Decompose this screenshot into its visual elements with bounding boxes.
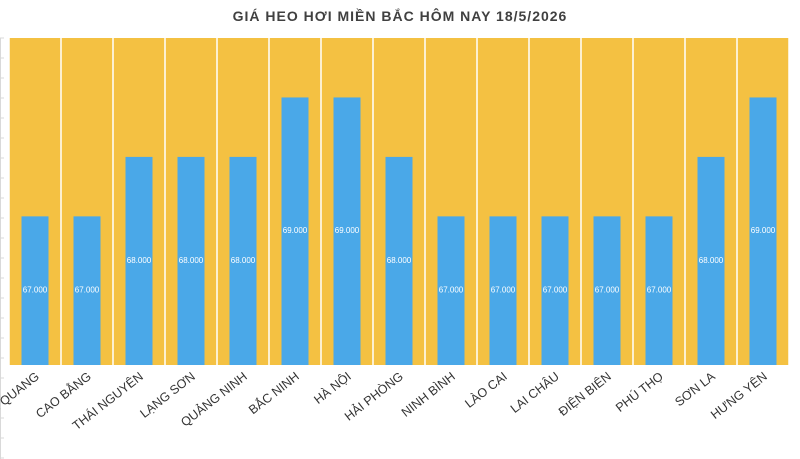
- bar-data-label: 67.000: [543, 286, 568, 295]
- bar-data-label: 68.000: [387, 256, 412, 265]
- bar-data-label: 67.000: [595, 286, 620, 295]
- bar: [21, 216, 49, 365]
- bar: [749, 97, 777, 366]
- bar: [281, 97, 309, 366]
- y-axis-ticks: [0, 37, 4, 459]
- bar-data-label: 68.000: [179, 256, 204, 265]
- bar-data-label: 67.000: [647, 286, 672, 295]
- bar-data-labels: 67.000 67.000 68.000 68.000 68.000 69.000 69.0…: [23, 226, 776, 294]
- bar-data-label: 68.000: [127, 256, 152, 265]
- x-axis-label: NINH BÌNH: [398, 369, 458, 420]
- x-axis-label: LÀO CAI: [462, 369, 510, 411]
- chart-title: GIÁ HEO HƠI MIỀN BẮC HÔM NAY 18/5/2026: [233, 7, 568, 24]
- bar: [125, 156, 153, 365]
- x-axis-label: HƯNG YÊN: [707, 369, 769, 422]
- x-axis-label: PHÚ THỌ: [612, 368, 666, 414]
- x-axis-label: SƠN LA: [672, 369, 718, 409]
- bar-data-label: 68.000: [231, 256, 256, 265]
- bar: [593, 216, 621, 365]
- bar-data-label: 67.000: [23, 286, 48, 295]
- bar-data-label: 67.000: [439, 286, 464, 295]
- bar: [229, 156, 257, 365]
- x-axis-label: ĐIỆN BIÊN: [555, 369, 613, 419]
- column-separators: [8, 38, 790, 365]
- bar-data-label: 69.000: [751, 226, 776, 235]
- bar: [697, 156, 725, 365]
- x-axis-label: HÀ NỘI: [311, 369, 354, 407]
- bar-data-label: 69.000: [335, 226, 360, 235]
- bar: [489, 216, 517, 365]
- bar: [333, 97, 361, 366]
- bar: [73, 216, 101, 365]
- bar: [177, 156, 205, 365]
- bars: [21, 97, 777, 366]
- x-axis-label: BẮC NINH: [246, 369, 302, 418]
- bar-data-label: 67.000: [75, 286, 100, 295]
- x-axis-label: TUYÊN QUANG: [0, 369, 42, 437]
- bar: [645, 216, 673, 365]
- bar: [437, 216, 465, 365]
- x-axis-label: LAI CHÂU: [507, 369, 562, 416]
- bar-data-label: 67.000: [491, 286, 516, 295]
- bar: [385, 156, 413, 365]
- bar-data-label: 69.000: [283, 226, 308, 235]
- bar-data-label: 68.000: [699, 256, 724, 265]
- bar: [541, 216, 569, 365]
